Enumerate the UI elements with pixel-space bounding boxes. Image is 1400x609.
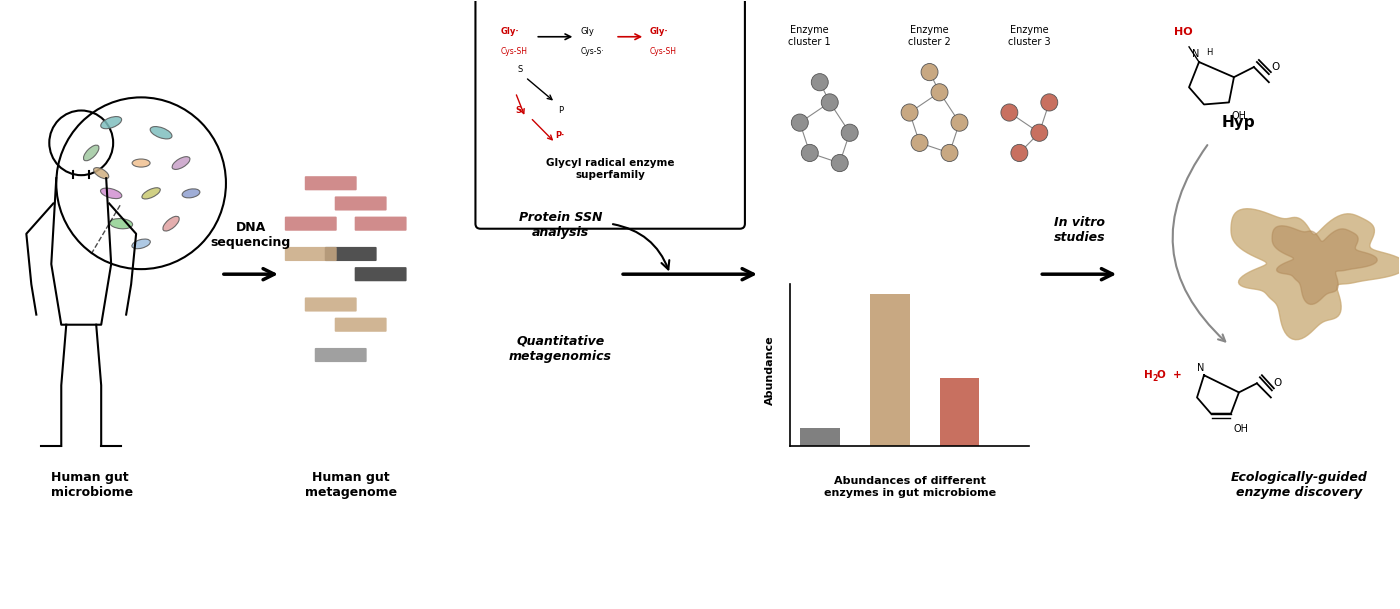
FancyBboxPatch shape [354,217,406,231]
Text: Human gut
microbiome: Human gut microbiome [52,471,133,499]
Ellipse shape [150,127,172,139]
Circle shape [921,63,938,81]
Circle shape [791,114,808,131]
FancyBboxPatch shape [284,247,337,261]
Ellipse shape [132,239,150,248]
FancyBboxPatch shape [315,348,367,362]
Polygon shape [1273,226,1378,304]
Circle shape [811,74,829,91]
Ellipse shape [172,157,190,169]
Text: HO: HO [1175,27,1193,37]
Circle shape [931,83,948,101]
FancyBboxPatch shape [305,297,357,312]
Polygon shape [1231,209,1400,340]
Ellipse shape [132,159,150,167]
FancyBboxPatch shape [476,0,745,229]
Circle shape [941,144,958,161]
Text: O: O [1274,378,1282,389]
Bar [939,378,980,446]
Circle shape [911,134,928,152]
Text: P·: P· [556,131,566,140]
Text: Hyp: Hyp [1222,115,1256,130]
Text: P: P [557,105,563,114]
Circle shape [1001,104,1018,121]
Text: S: S [518,65,524,74]
Ellipse shape [162,216,179,231]
Text: OH: OH [1232,110,1247,121]
Text: Protein SSN
analysis: Protein SSN analysis [518,211,602,239]
Ellipse shape [94,167,109,178]
Text: H: H [1144,370,1152,380]
Text: Quantitative
metagenomics: Quantitative metagenomics [508,335,612,363]
FancyBboxPatch shape [325,247,377,261]
Text: O: O [1271,62,1280,72]
Circle shape [1030,124,1047,141]
Text: N: N [1193,49,1200,59]
Text: N: N [1197,363,1204,373]
Ellipse shape [101,188,122,199]
Bar [869,294,910,446]
FancyBboxPatch shape [305,176,357,191]
Circle shape [902,104,918,121]
Text: OH: OH [1233,424,1249,434]
Text: Abundances of different
enzymes in gut microbiome: Abundances of different enzymes in gut m… [823,476,995,498]
Circle shape [1011,144,1028,161]
Circle shape [801,144,818,161]
FancyBboxPatch shape [354,267,406,281]
Text: H: H [1205,48,1212,57]
Text: Cys-S·: Cys-S· [580,47,603,56]
Text: In vitro
studies: In vitro studies [1053,216,1105,244]
Ellipse shape [101,116,122,128]
Circle shape [841,124,858,141]
Text: Gly: Gly [580,27,594,36]
Ellipse shape [84,145,99,161]
Circle shape [832,155,848,172]
FancyBboxPatch shape [284,217,337,231]
Text: O  +: O + [1156,370,1182,380]
Text: Abundance: Abundance [764,336,774,405]
Bar [799,428,840,446]
Circle shape [1040,94,1058,111]
Text: Cys-SH: Cys-SH [650,47,678,56]
Ellipse shape [182,189,200,198]
Text: Enzyme
cluster 3: Enzyme cluster 3 [1008,25,1050,47]
Text: S·: S· [515,105,525,114]
Text: Enzyme
cluster 1: Enzyme cluster 1 [788,25,832,47]
Circle shape [951,114,967,131]
Text: Glycyl radical enzyme
superfamily: Glycyl radical enzyme superfamily [546,158,675,180]
FancyBboxPatch shape [335,318,386,332]
Ellipse shape [109,219,133,229]
Text: DNA
sequencing: DNA sequencing [211,221,291,249]
Ellipse shape [141,188,160,199]
Text: Gly·: Gly· [650,27,669,36]
Text: Ecologically-guided
enzyme discovery: Ecologically-guided enzyme discovery [1231,471,1368,499]
Text: Gly·: Gly· [500,27,519,36]
Text: Cys-SH: Cys-SH [500,47,528,56]
FancyBboxPatch shape [335,196,386,211]
Circle shape [822,94,839,111]
Text: 2: 2 [1152,374,1158,383]
Text: Enzyme
cluster 2: Enzyme cluster 2 [909,25,951,47]
Text: Human gut
metagenome: Human gut metagenome [305,471,396,499]
